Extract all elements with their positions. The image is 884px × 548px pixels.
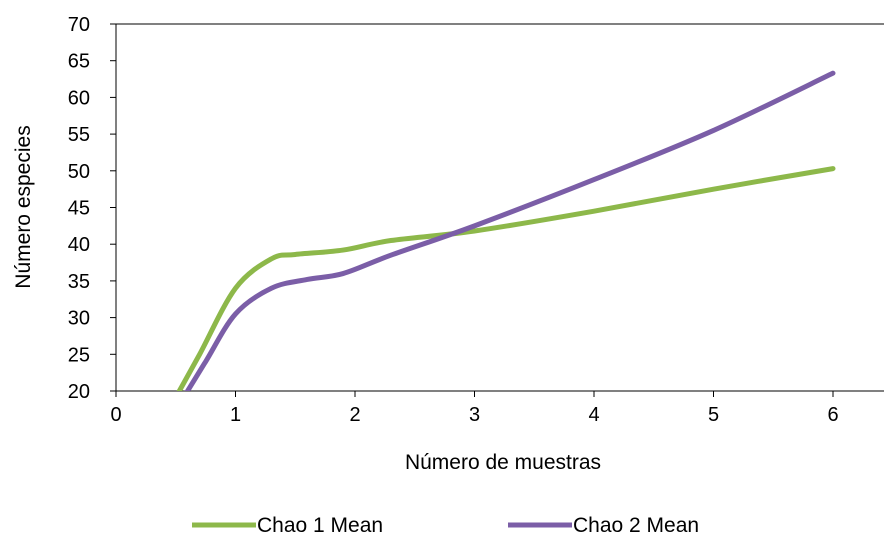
x-axis-title: Número de muestras <box>405 451 601 474</box>
y-ticks: 20 25 30 35 40 45 50 55 60 65 70 <box>68 14 116 403</box>
x-tick-label: 5 <box>708 404 719 426</box>
y-tick-label: 45 <box>68 198 90 220</box>
x-tick-label: 4 <box>588 404 599 426</box>
y-axis-title: Número especies <box>12 125 35 288</box>
legend-label-1: Chao 1 Mean <box>257 514 383 537</box>
x-tick-label: 2 <box>349 404 360 426</box>
y-tick-label: 60 <box>68 87 90 109</box>
x-ticks: 0 1 2 3 4 5 6 <box>110 391 839 426</box>
y-tick-label: 30 <box>68 308 90 330</box>
y-tick-label: 40 <box>68 234 90 256</box>
series-layer <box>176 70 836 391</box>
y-tick-label: 50 <box>68 161 90 183</box>
y-tick-label: 55 <box>68 124 90 146</box>
y-tick-label: 35 <box>68 271 90 293</box>
legend-label-2: Chao 2 Mean <box>573 514 699 537</box>
legend: Chao 1 Mean Chao 2 Mean <box>192 514 699 537</box>
x-tick-label: 0 <box>110 404 121 426</box>
series-line-1 <box>176 166 836 391</box>
y-tick-label: 70 <box>68 14 90 36</box>
x-tick-label: 1 <box>230 404 241 426</box>
y-tick-label: 20 <box>68 381 90 403</box>
axes <box>115 23 884 392</box>
x-tick-label: 6 <box>827 404 838 426</box>
y-tick-label: 25 <box>68 344 90 366</box>
y-tick-label: 65 <box>68 51 90 73</box>
x-tick-label: 3 <box>469 404 480 426</box>
series-line-2 <box>184 70 836 391</box>
